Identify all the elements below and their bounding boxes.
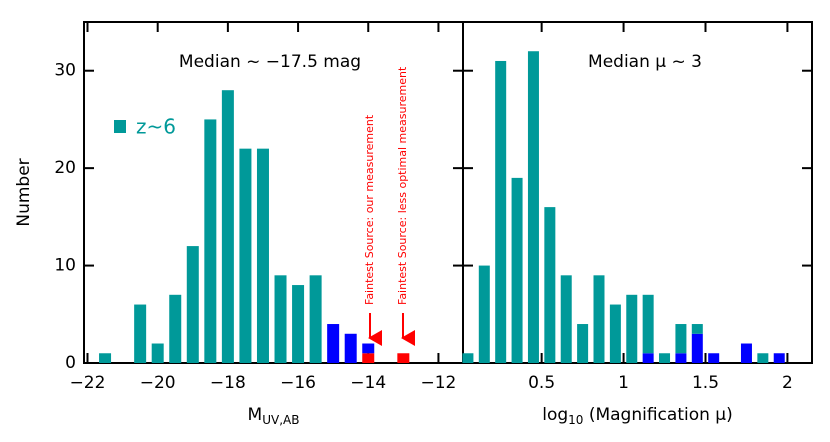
legend-swatch <box>114 120 126 133</box>
bar <box>691 333 703 363</box>
bar <box>292 285 305 363</box>
bar <box>593 275 605 363</box>
bar <box>773 353 785 363</box>
bar <box>362 353 375 363</box>
bar <box>527 51 539 363</box>
x-tick-label: −14 <box>350 373 386 393</box>
x-tick-label: −12 <box>420 373 456 393</box>
bar <box>151 343 164 363</box>
bar <box>204 119 217 363</box>
bar <box>659 353 671 363</box>
bar <box>169 294 182 363</box>
annotation: Faintest Source: our measurement <box>363 114 376 305</box>
bar <box>134 304 147 363</box>
right-frame <box>462 21 813 364</box>
x-axis-label-part: UV,AB <box>262 413 299 427</box>
bar <box>327 324 340 363</box>
bar <box>221 90 234 363</box>
bar <box>495 60 507 363</box>
x-tick-label: 0.5 <box>528 373 555 393</box>
x-tick-label: −18 <box>210 373 246 393</box>
bar <box>577 324 589 363</box>
x-tick-label: −20 <box>140 373 176 393</box>
x-axis-label: log10 (Magnification μ) <box>542 405 733 427</box>
bar <box>626 294 638 363</box>
bar <box>344 333 357 363</box>
x-tick-label: 2 <box>782 373 793 393</box>
bar <box>740 343 752 363</box>
x-axis-label: MUV,AB <box>248 405 300 427</box>
y-tick-label: 20 <box>54 158 76 178</box>
bar <box>239 148 252 363</box>
bar <box>691 324 703 334</box>
bar <box>478 265 490 363</box>
y-tick-label: 0 <box>65 353 76 373</box>
bar <box>274 275 287 363</box>
y-axis-label: Number <box>14 158 34 226</box>
y-tick-label: 30 <box>54 61 76 81</box>
x-tick-label: 1.5 <box>692 373 719 393</box>
x-axis-label-part: 10 <box>568 413 583 427</box>
bar <box>560 275 572 363</box>
x-tick-label: −22 <box>70 373 106 393</box>
annotation: Median ~ −17.5 mag <box>179 52 361 72</box>
bar <box>362 343 375 354</box>
legend-label: z~6 <box>136 115 176 139</box>
bar <box>256 148 269 363</box>
annotation: Median μ ~ 3 <box>588 52 702 72</box>
bar <box>642 353 654 363</box>
bar <box>757 353 769 363</box>
y-tick-label: 10 <box>54 256 76 276</box>
x-axis-label-part: (Magnification μ) <box>583 405 732 425</box>
bar <box>675 353 687 363</box>
bar <box>397 353 410 363</box>
bar <box>462 353 474 363</box>
x-tick-label: 1 <box>618 373 629 393</box>
bar <box>609 304 621 363</box>
bar <box>186 246 199 363</box>
bar <box>708 353 720 363</box>
bar <box>642 294 654 354</box>
x-axis-label-part: log <box>542 405 568 425</box>
x-axis-label-part: M <box>248 405 263 425</box>
bar <box>511 177 523 363</box>
annotation: Faintest Source: less optimal measuremen… <box>396 66 409 305</box>
bar <box>309 275 322 363</box>
bar <box>99 353 112 363</box>
bar <box>675 324 687 354</box>
x-tick-label: −16 <box>280 373 316 393</box>
bar <box>544 207 556 363</box>
